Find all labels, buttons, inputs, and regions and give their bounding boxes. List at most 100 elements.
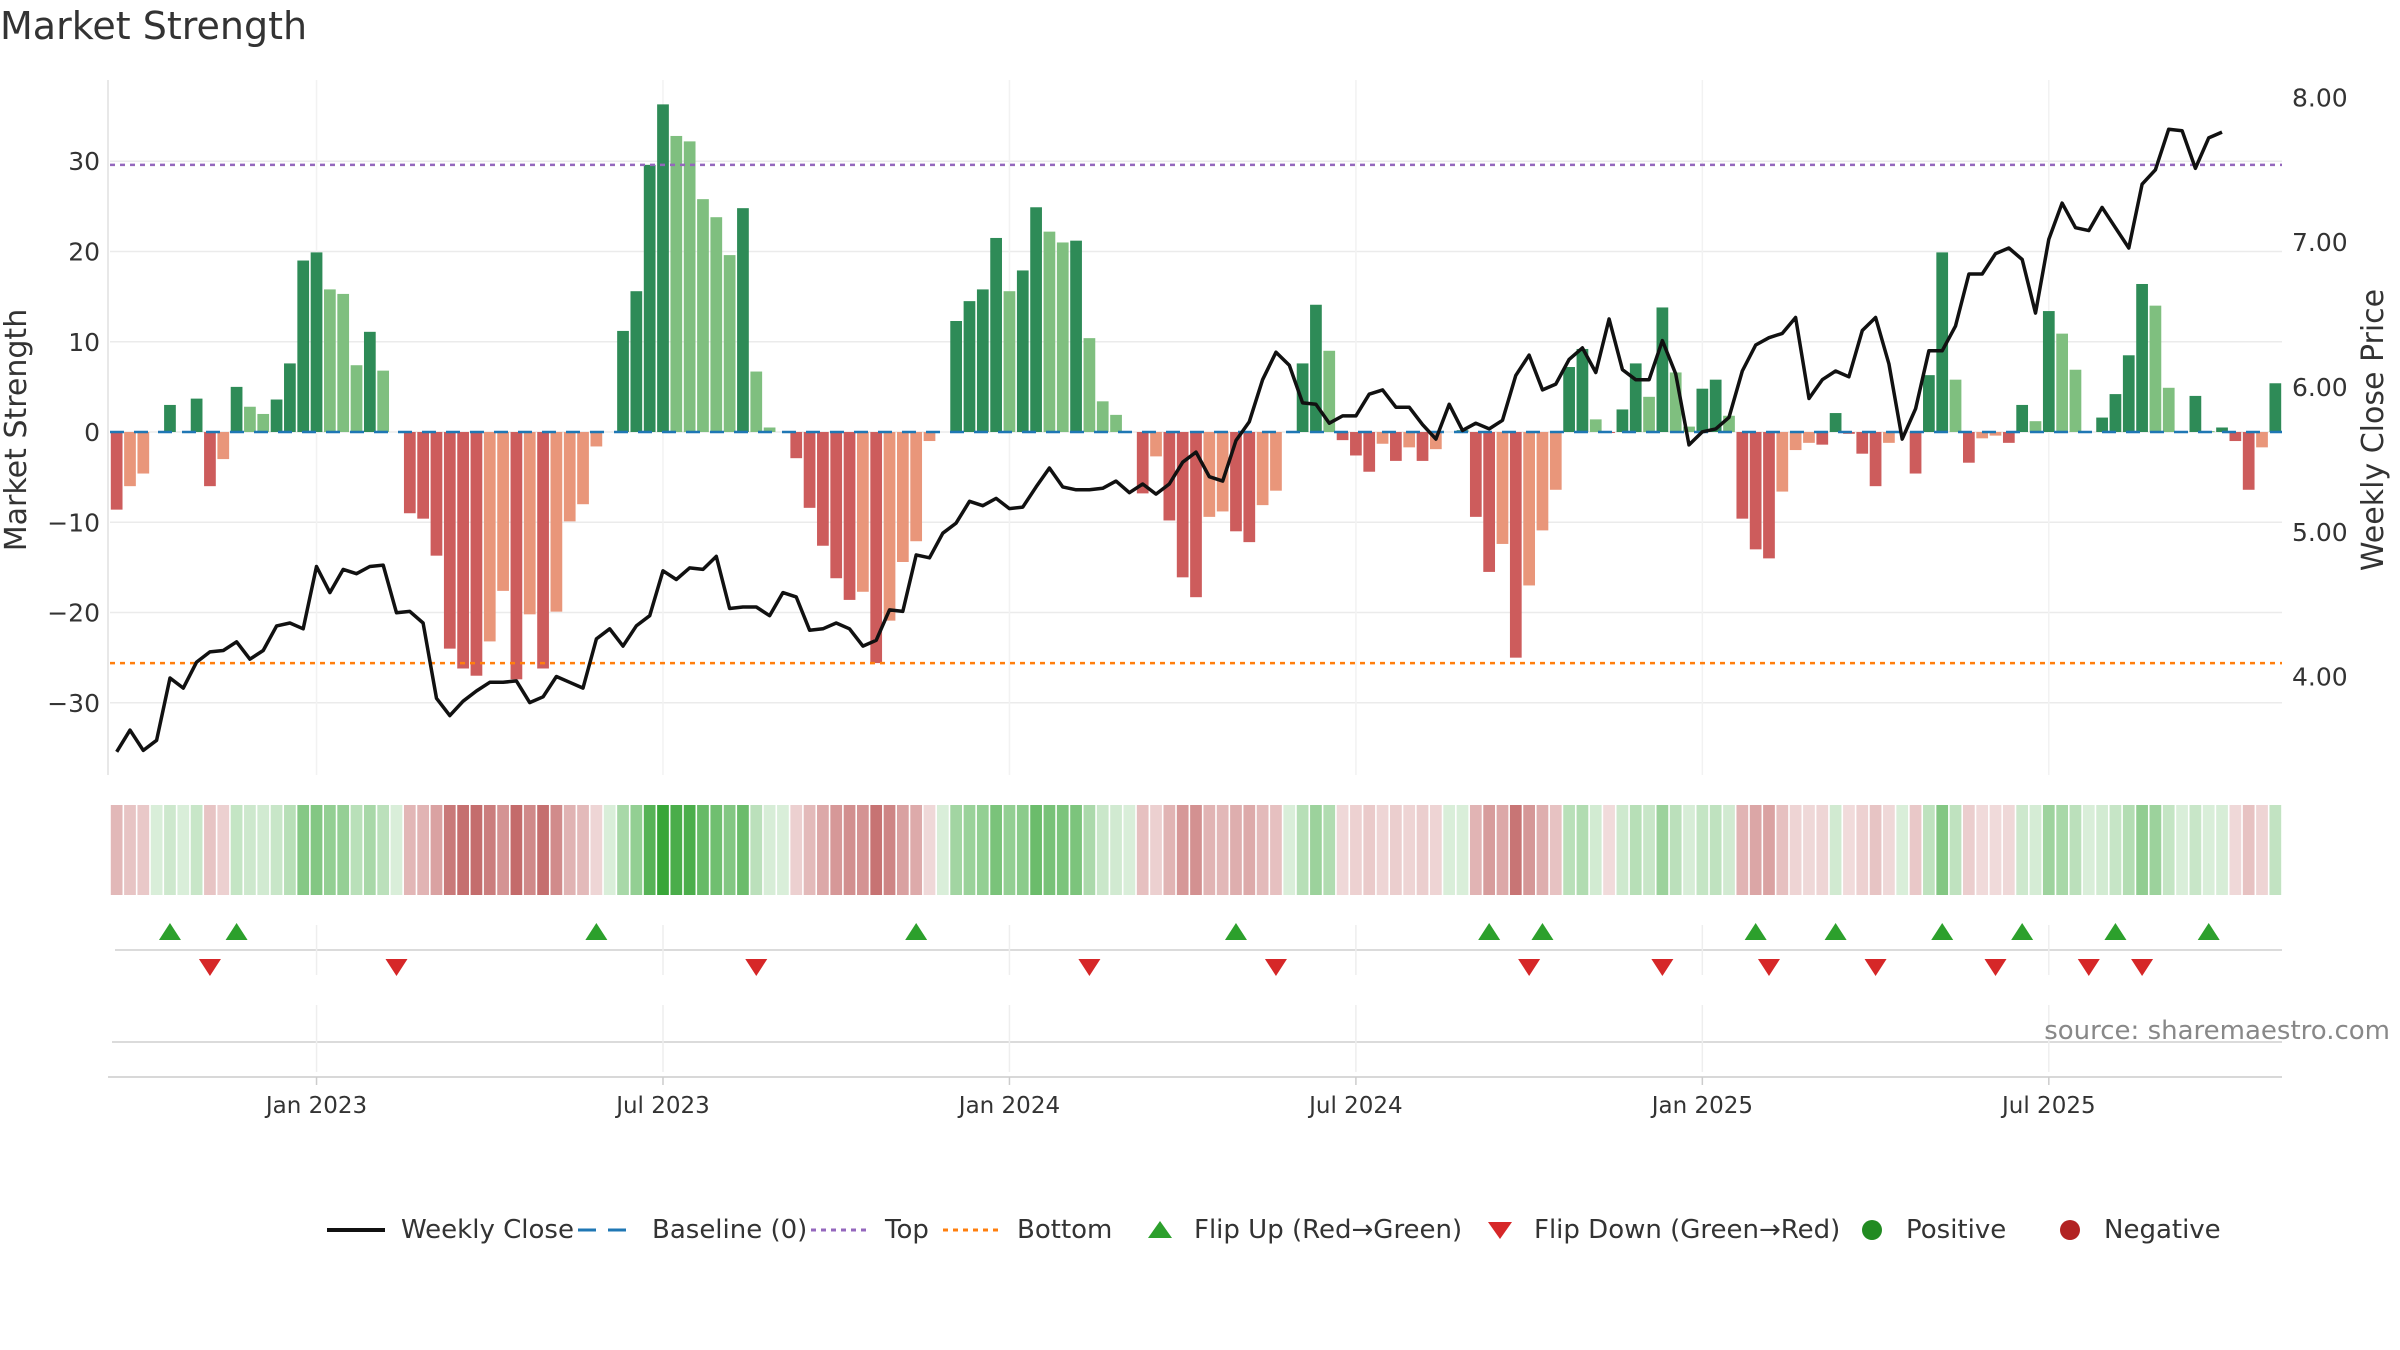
heat-cell [643, 805, 656, 895]
heat-cell [710, 805, 723, 895]
strength-bar [1216, 432, 1229, 512]
strength-bar [1616, 409, 1629, 433]
flip-up-marker [2011, 923, 2034, 940]
heat-cell [563, 805, 576, 895]
heat-cell [2176, 805, 2188, 895]
heat-cell [217, 805, 230, 895]
flip-up-marker [2197, 923, 2220, 940]
strength-bar [1763, 432, 1775, 559]
strength-bar [857, 432, 869, 592]
strength-bar [1523, 432, 1535, 586]
flip-up-marker [1744, 923, 1767, 940]
heat-cell [1443, 805, 1456, 895]
strength-bar [1709, 379, 1722, 433]
heat-cell [923, 805, 936, 895]
strength-bar [723, 255, 736, 433]
strength-bar [1776, 432, 1789, 492]
legend-label: Negative [2104, 1215, 2221, 1245]
reference-lines [110, 163, 2282, 665]
strength-bar [1989, 432, 2002, 436]
heat-cell [1016, 805, 1029, 895]
heat-cell [417, 805, 430, 895]
heat-cell [177, 805, 190, 895]
heat-cell [1216, 805, 1229, 895]
strength-bar [670, 135, 683, 433]
flip-up-marker [1531, 923, 1554, 940]
heat-cell [1763, 805, 1775, 895]
y2-tick-label: 4.00 [2292, 663, 2348, 692]
strength-bar [950, 320, 963, 433]
heat-cell [737, 805, 749, 895]
heat-cell [1509, 805, 1522, 895]
strength-bar [1376, 432, 1389, 444]
heat-cell [1110, 805, 1122, 895]
strength-bar [1589, 419, 1602, 433]
heat-cell [1416, 805, 1429, 895]
heat-cell [950, 805, 963, 895]
heat-cell [2162, 805, 2175, 895]
source-note: source: sharemaestro.com [2044, 1016, 2390, 1046]
heat-cell [1496, 805, 1509, 895]
y-axis-label: Market Strength [0, 309, 34, 551]
heat-cell [1816, 805, 1829, 895]
strength-bar [1509, 432, 1522, 658]
heat-cell [1536, 805, 1549, 895]
heat-cell [284, 805, 296, 895]
strength-bar [1496, 432, 1509, 544]
heat-cell [230, 805, 243, 895]
strength-bar [1043, 231, 1056, 433]
flip-down-marker [2077, 959, 2100, 976]
heat-cell [430, 805, 443, 895]
y2-tick-label: 6.00 [2292, 373, 2348, 402]
strength-bar [257, 413, 270, 433]
strength-bar [1829, 413, 1842, 433]
flip-down-marker [1757, 959, 1780, 976]
heat-cell [976, 805, 989, 895]
heat-cell [896, 805, 909, 895]
strength-bar [1629, 363, 1642, 433]
strength-bar [270, 399, 283, 433]
strength-bar [350, 365, 363, 433]
strength-bar [483, 432, 496, 642]
heat-cell [2269, 805, 2282, 895]
heat-cell [2136, 805, 2148, 895]
heat-cell [1576, 805, 1589, 895]
strength-bar [284, 363, 296, 433]
strength-bar [2256, 432, 2268, 448]
legend-item: Weekly Close [325, 1214, 574, 1246]
heat-strip [110, 805, 2282, 895]
strength-bar [1656, 307, 1669, 433]
heat-cell [457, 805, 469, 895]
y-tick-label: 30 [68, 147, 100, 176]
strength-bar [990, 237, 1002, 433]
heat-cell [990, 805, 1002, 895]
heat-cell [830, 805, 843, 895]
heat-cell [1909, 805, 1922, 895]
heat-cell [910, 805, 923, 895]
strength-bar [2122, 355, 2135, 433]
heat-cell [537, 805, 549, 895]
x-tick-label: Jan 2025 [1650, 1093, 1753, 1119]
strength-bar [817, 432, 829, 546]
heat-cell [936, 805, 949, 895]
strength-bar [963, 301, 976, 433]
heat-cell [110, 805, 123, 895]
heat-cell [1896, 805, 1909, 895]
strength-bar [204, 432, 216, 487]
x-tick-label: Jul 2023 [614, 1093, 710, 1119]
strength-bar [910, 432, 923, 542]
strength-bar [230, 386, 243, 433]
strength-bar [470, 432, 483, 676]
heat-cell [1283, 805, 1296, 895]
heat-cell [1936, 805, 1949, 895]
heat-cell [1603, 805, 1615, 895]
heat-cell [310, 805, 323, 895]
strength-bar [2189, 395, 2202, 433]
heat-cell [590, 805, 603, 895]
strength-bar [497, 432, 509, 591]
strength-bar [1962, 432, 1975, 463]
strength-bar [1909, 432, 1922, 474]
heat-cell [2229, 805, 2242, 895]
y-tick-label: 20 [68, 237, 100, 266]
heat-cell [164, 805, 176, 895]
